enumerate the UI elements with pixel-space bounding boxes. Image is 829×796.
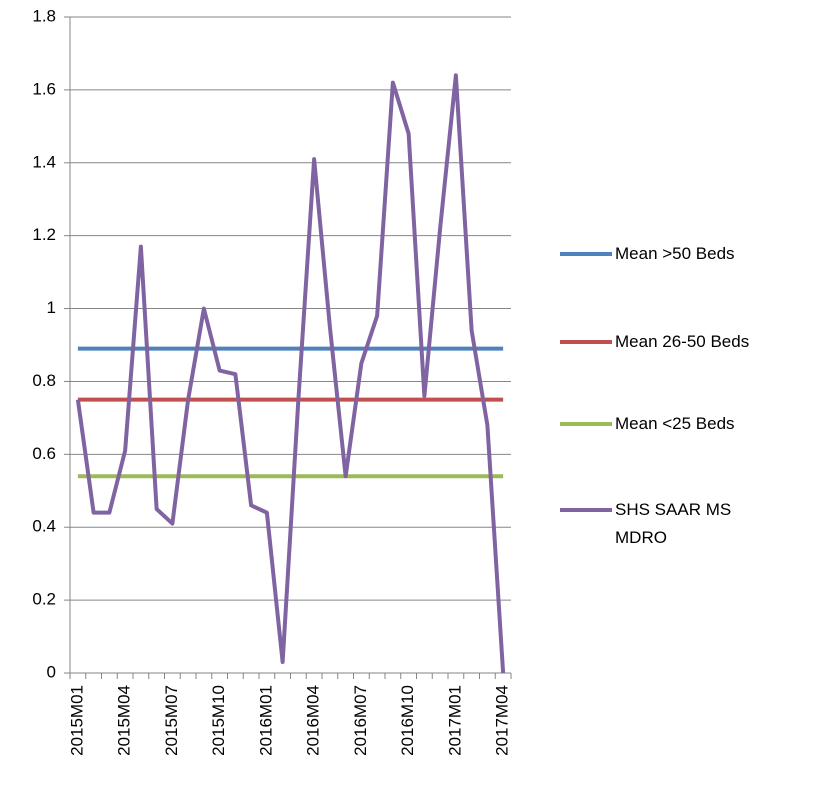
legend-label: SHS SAAR MS MDRO xyxy=(615,500,732,547)
x-tick-label: 2016M07 xyxy=(351,685,370,756)
y-tick-label: 0.6 xyxy=(32,444,56,463)
x-tick-label: 2017M01 xyxy=(445,685,464,756)
y-tick-label: 1.8 xyxy=(32,6,56,25)
x-tick-label: 2015M01 xyxy=(67,685,86,756)
y-tick-label: 1 xyxy=(47,298,56,317)
x-tick-label: 2016M10 xyxy=(398,685,417,756)
y-tick-label: 0.8 xyxy=(32,371,56,390)
legend-label: Mean 26-50 Beds xyxy=(615,332,750,351)
x-tick-label: 2016M01 xyxy=(256,685,275,756)
legend-label: Mean >50 Beds xyxy=(615,244,735,263)
y-tick-label: 0.2 xyxy=(32,590,56,609)
y-tick-label: 1.6 xyxy=(32,79,56,98)
y-tick-label: 0 xyxy=(47,662,56,681)
series-line xyxy=(75,73,506,674)
y-tick-label: 0.4 xyxy=(32,517,56,536)
x-tick-label: 2015M10 xyxy=(209,685,228,756)
y-tick-label: 1.4 xyxy=(32,152,56,171)
legend-label: Mean <25 Beds xyxy=(615,414,735,433)
x-tick-label: 2015M04 xyxy=(115,685,134,756)
x-tick-label: 2016M04 xyxy=(304,685,323,756)
y-tick-label: 1.2 xyxy=(32,225,56,244)
x-tick-label: 2017M04 xyxy=(493,685,512,756)
x-tick-label: 2015M07 xyxy=(162,685,181,756)
